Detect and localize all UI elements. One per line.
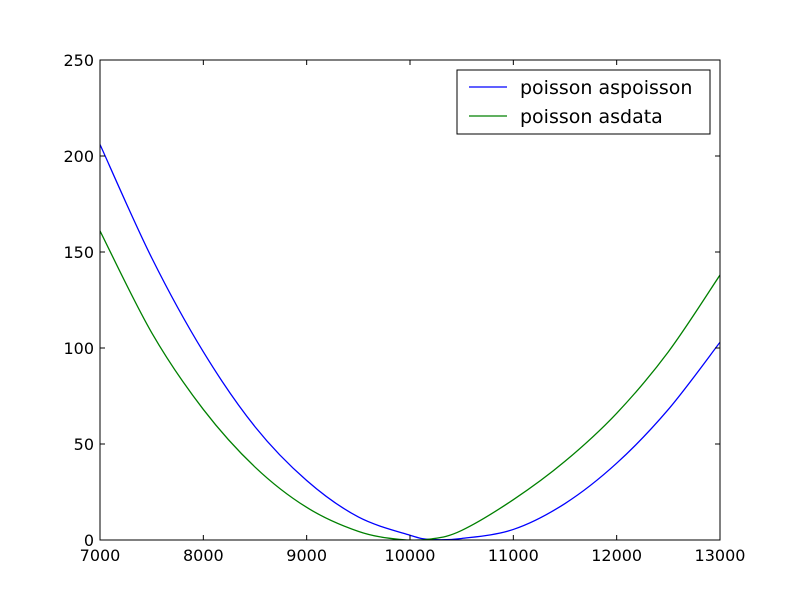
series-line-1: [100, 144, 720, 540]
legend: poisson aspoisson poisson asdata: [456, 69, 711, 135]
y-tick-label: 150: [63, 243, 94, 262]
y-tick-label: 200: [63, 147, 94, 166]
plot-area: [100, 144, 720, 540]
legend-box: [456, 69, 711, 135]
series-line-2: [100, 230, 720, 540]
x-tick-label: 7000: [80, 546, 121, 565]
axis-ticks: 7000 8000 9000 10000 11000 12000 13000 0 50 100 15…: [63, 51, 745, 565]
x-tick-label: 12000: [591, 546, 642, 565]
x-tick-label: 13000: [695, 546, 746, 565]
y-tick-label: 100: [63, 339, 94, 358]
legend-label-2: poisson asdata: [520, 106, 663, 128]
x-tick-label: 11000: [488, 546, 539, 565]
y-tick-label: 0: [84, 531, 94, 550]
x-tick-label: 9000: [286, 546, 327, 565]
x-tick-label: 8000: [183, 546, 224, 565]
x-tick-label: 10000: [385, 546, 436, 565]
legend-label-1: poisson aspoisson: [520, 77, 692, 99]
y-tick-label: 50: [74, 435, 94, 454]
y-tick-label: 250: [63, 51, 94, 70]
